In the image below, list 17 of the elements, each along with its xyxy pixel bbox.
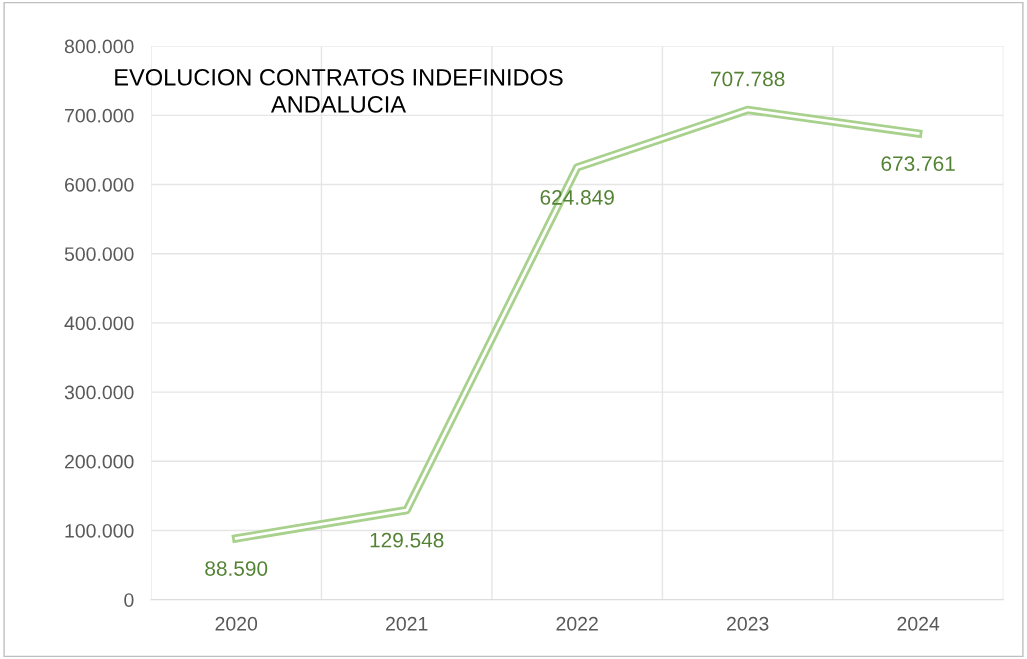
x-tick-label: 2022: [556, 616, 598, 631]
x-tick-label: 2021: [386, 616, 428, 631]
y-tick-label: 0: [124, 593, 134, 607]
x-tick-label: 2024: [897, 616, 940, 631]
data-label: 673.761: [881, 156, 955, 172]
y-tick-label: 800.000: [64, 39, 134, 54]
x-tick-label: 2020: [215, 616, 258, 631]
data-label: 707.788: [711, 71, 785, 87]
y-tick-label: 200.000: [65, 454, 134, 469]
y-tick-label: 600.000: [65, 177, 134, 192]
x-tick-label: 2023: [727, 616, 769, 631]
y-tick-label: 100.000: [65, 523, 134, 538]
data-label: 88.590: [205, 561, 268, 576]
y-tick-label: 500.000: [64, 247, 134, 261]
data-label: 129.548: [370, 532, 444, 548]
y-tick-label: 400.000: [64, 316, 134, 331]
y-tick-label: 300.000: [64, 385, 134, 400]
